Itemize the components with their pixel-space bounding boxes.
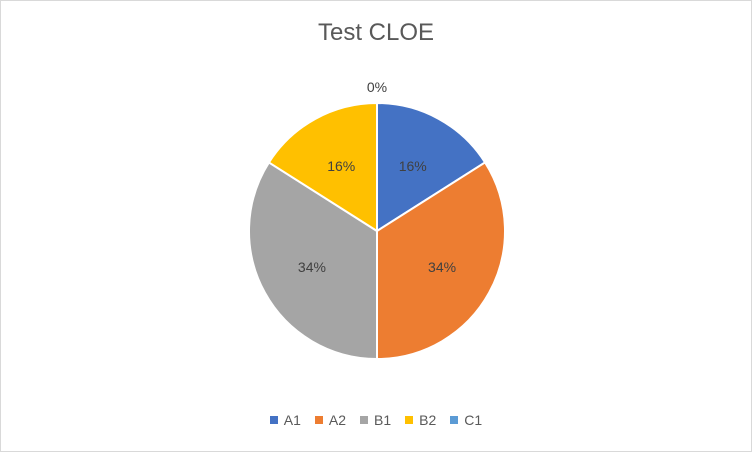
legend-item-c1: C1 — [450, 412, 482, 428]
legend-swatch — [405, 416, 414, 424]
legend-label: A2 — [328, 412, 347, 428]
data-label-b2: 16% — [327, 158, 355, 174]
pie-slice-a1 — [376, 101, 487, 233]
legend-swatch — [450, 416, 459, 424]
legend-swatch — [314, 416, 323, 424]
legend-item-a1: A1 — [269, 412, 301, 428]
pie-slice-b2 — [267, 101, 378, 233]
data-label-a1: 16% — [399, 158, 427, 174]
legend-swatch — [269, 416, 278, 424]
data-label-b1: 34% — [298, 259, 326, 275]
pie-slice-a2 — [376, 161, 506, 361]
legend-item-b1: B1 — [360, 412, 391, 428]
legend-item-a2: A2 — [314, 412, 347, 428]
chart-title: Test CLOE — [317, 19, 435, 46]
legend: A1 A2 B1 B2 C1 — [1, 412, 751, 428]
legend-label: B1 — [374, 412, 392, 428]
legend-label: C1 — [464, 412, 483, 428]
legend-label: B2 — [419, 412, 437, 428]
legend-swatch — [360, 416, 369, 424]
legend-label: A1 — [283, 412, 301, 428]
data-label-a2: 34% — [428, 259, 456, 275]
legend-item-b2: B2 — [405, 412, 436, 428]
data-label-c1: 0% — [367, 79, 387, 95]
